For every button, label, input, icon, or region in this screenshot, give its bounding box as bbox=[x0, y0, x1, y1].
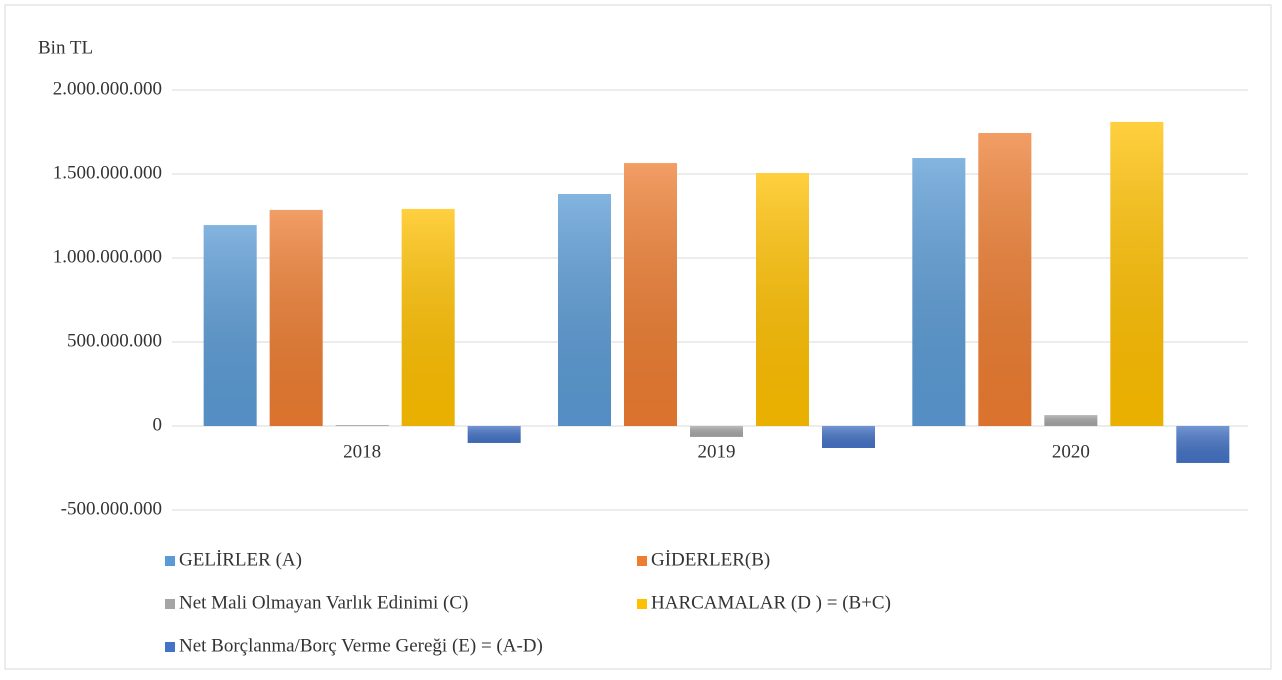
bar-shade bbox=[690, 426, 743, 437]
y-axis-label: Bin TL bbox=[38, 37, 93, 58]
bar-shade bbox=[624, 163, 677, 426]
legend-swatch bbox=[637, 556, 647, 566]
bar-shade bbox=[1110, 121, 1164, 427]
legend-label: HARCAMALAR (D ) = (B+C) bbox=[651, 592, 891, 613]
bar-shade bbox=[203, 225, 257, 426]
bar-shade bbox=[1044, 415, 1098, 426]
y-tick-label: 0 bbox=[153, 414, 163, 435]
legend-swatch bbox=[165, 599, 175, 609]
bar-shade bbox=[756, 172, 809, 426]
y-tick-label: -500.000.000 bbox=[61, 498, 162, 519]
x-tick-label: 2020 bbox=[1052, 441, 1090, 462]
y-tick-label: 500.000.000 bbox=[67, 330, 162, 351]
bar-shade bbox=[558, 193, 611, 426]
bar-shade bbox=[467, 426, 521, 443]
bar-shade bbox=[269, 209, 323, 426]
legend-label: GELİRLER (A) bbox=[179, 549, 302, 570]
legend-swatch bbox=[637, 599, 647, 609]
y-tick-label: 1.000.000.000 bbox=[53, 246, 162, 267]
legend-label: GİDERLER(B) bbox=[651, 549, 770, 570]
y-tick-label: 2.000.000.000 bbox=[53, 78, 162, 99]
bar-shade bbox=[822, 426, 875, 449]
bar-shade bbox=[335, 425, 389, 426]
legend-label: Net Borçlanma/Borç Verme Gereği (E) = (A… bbox=[179, 635, 543, 656]
legend-label: Net Mali Olmayan Varlık Edinimi (C) bbox=[179, 592, 468, 613]
legend-swatch bbox=[165, 556, 175, 566]
chart-frame bbox=[4, 4, 1272, 670]
bar-shade bbox=[978, 133, 1032, 426]
legend-swatch bbox=[165, 642, 175, 652]
x-tick-label: 2019 bbox=[698, 441, 736, 462]
bar-shade bbox=[1176, 426, 1230, 463]
x-tick-label: 2018 bbox=[343, 441, 381, 462]
bar-shade bbox=[401, 208, 455, 426]
bar-shade bbox=[912, 158, 966, 427]
y-tick-label: 1.500.000.000 bbox=[53, 162, 162, 183]
